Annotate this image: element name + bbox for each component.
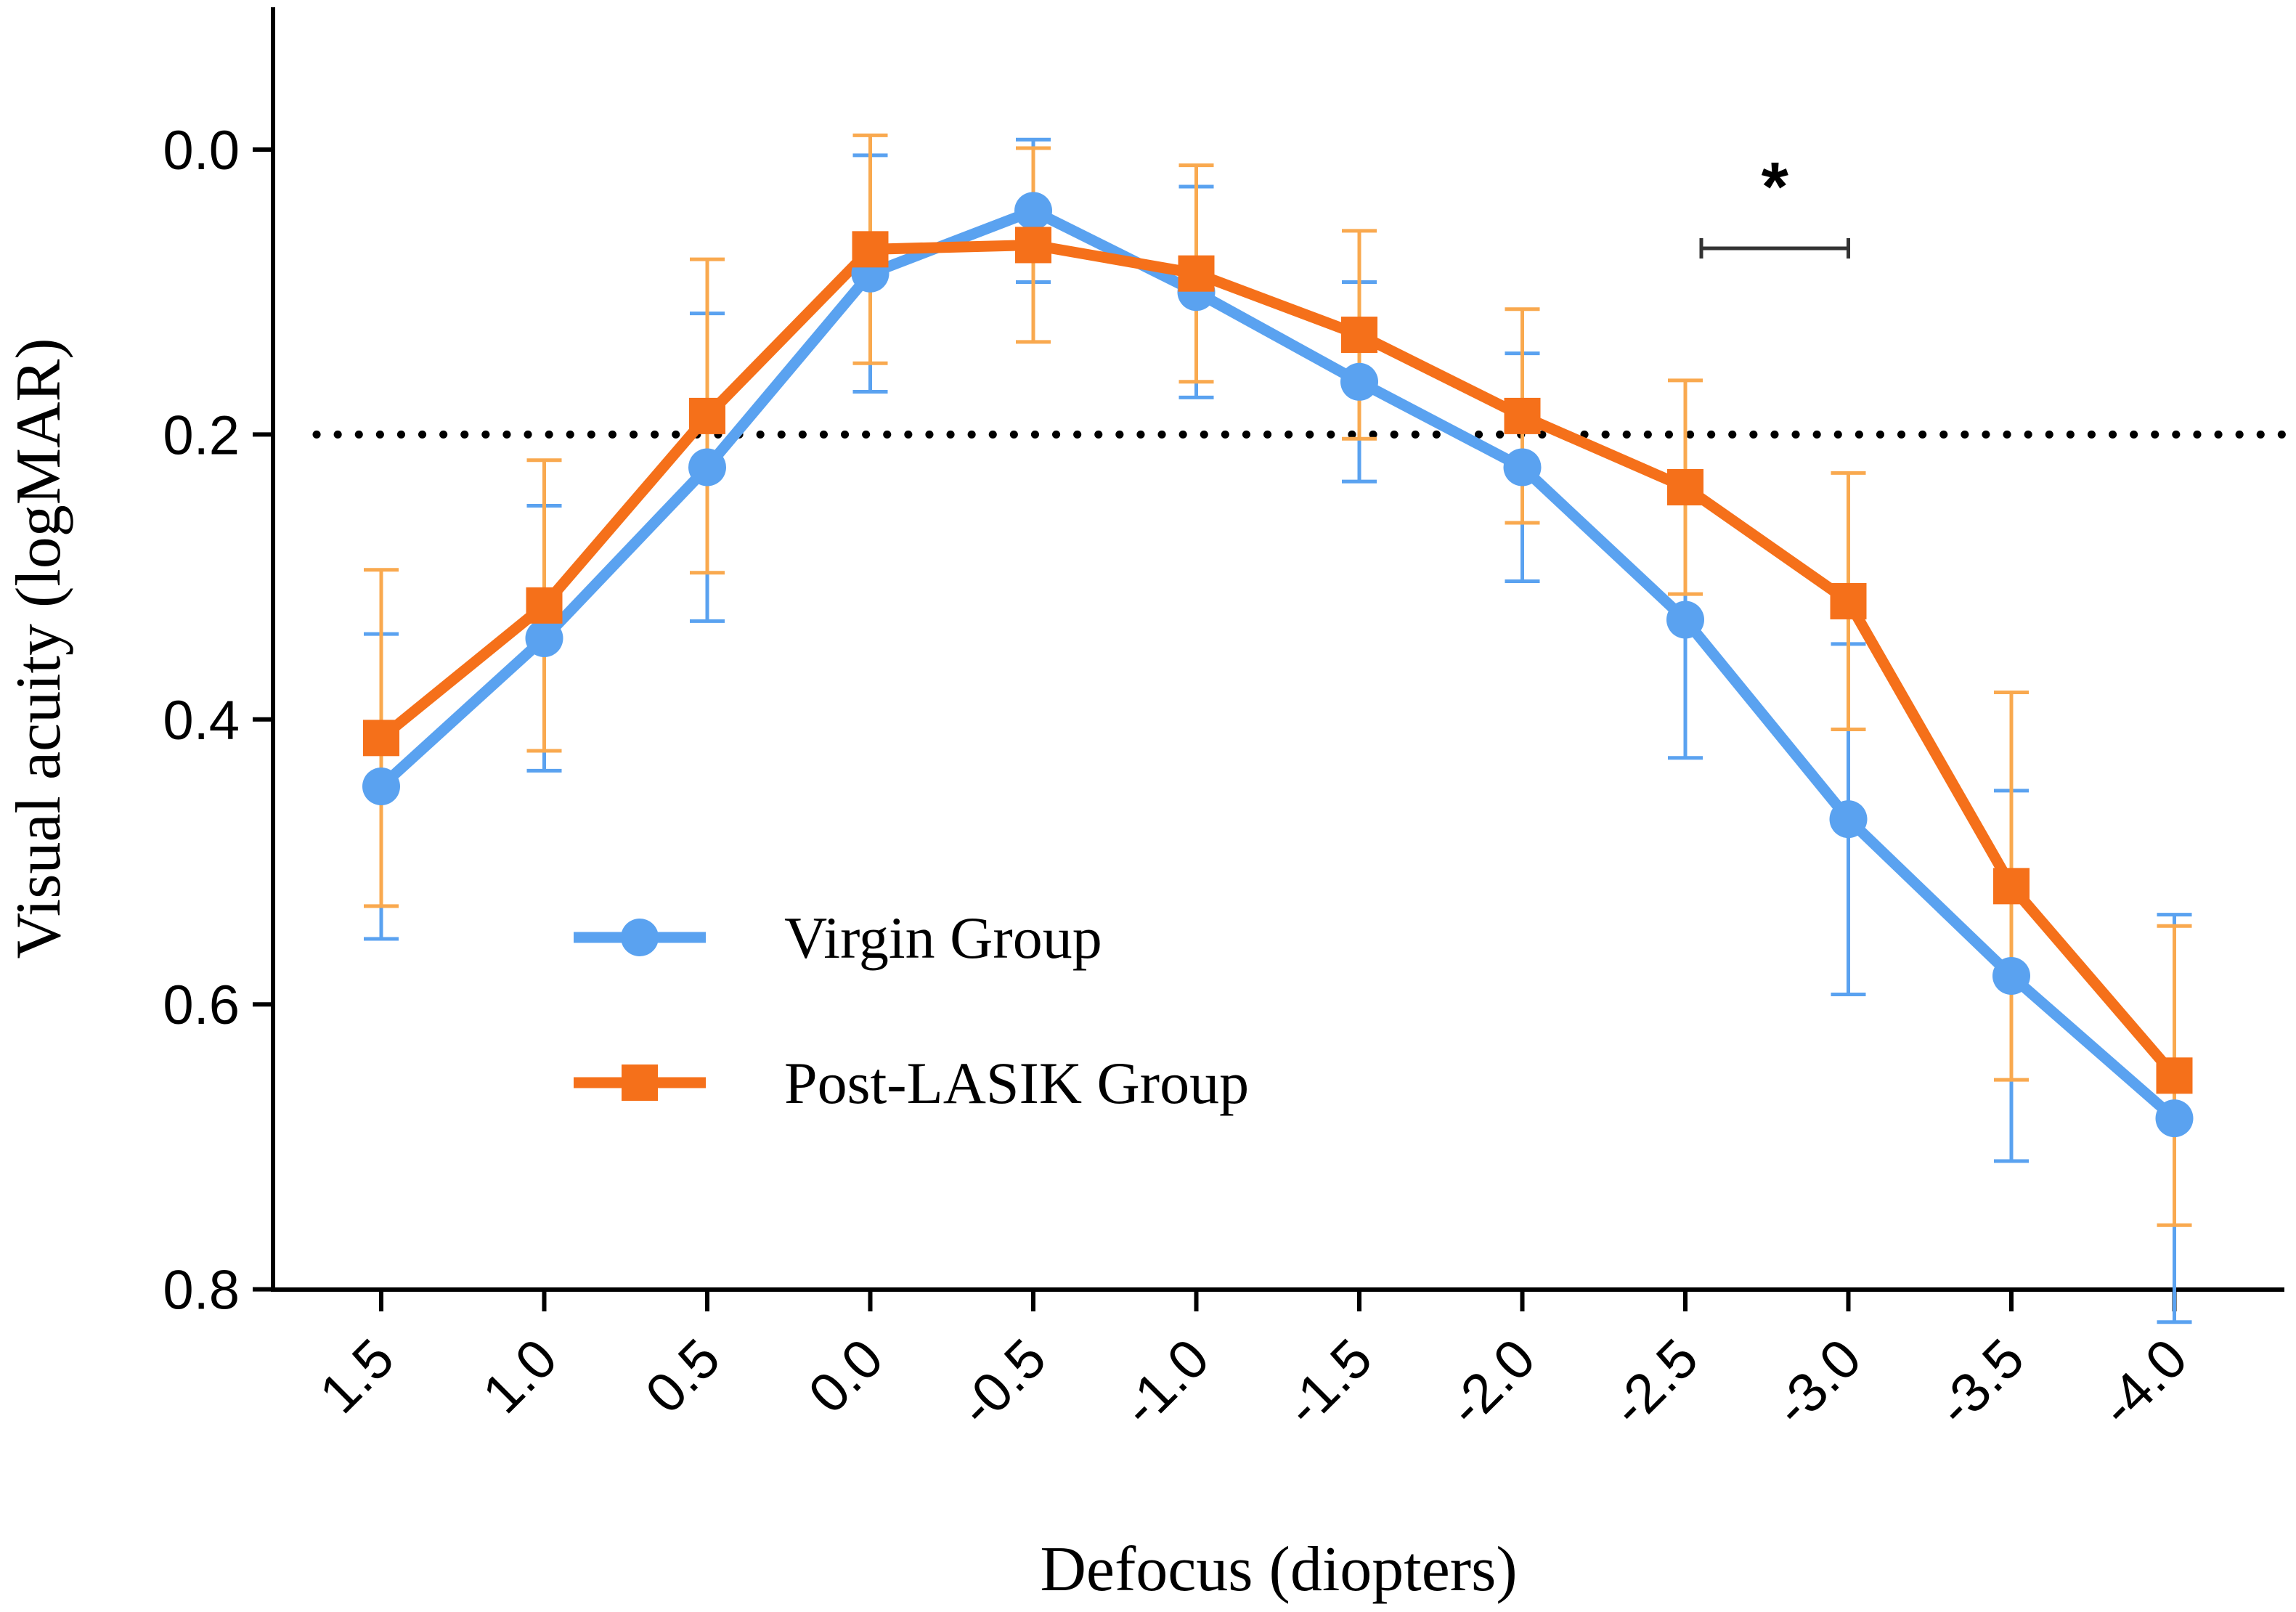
x-tick-label: -4.0 bbox=[2088, 1327, 2199, 1438]
legend-marker bbox=[621, 919, 659, 956]
data-point bbox=[1014, 192, 1052, 230]
data-point bbox=[1341, 317, 1377, 354]
data-point bbox=[1992, 956, 2030, 995]
data-point bbox=[688, 448, 726, 487]
data-point bbox=[1015, 227, 1051, 264]
x-tick-label: 1.5 bbox=[308, 1327, 406, 1425]
data-point bbox=[526, 587, 563, 624]
data-point bbox=[2155, 1099, 2194, 1138]
series-line bbox=[378, 239, 2179, 1080]
x-tick-label: -2.5 bbox=[1599, 1327, 1710, 1438]
y-tick-label: 0.0 bbox=[163, 120, 240, 182]
x-tick-label: 1.0 bbox=[471, 1327, 569, 1425]
x-axis-title: Defocus (diopters) bbox=[1040, 1534, 1517, 1605]
data-point bbox=[689, 397, 725, 434]
significance-label: * bbox=[1762, 148, 1789, 226]
y-tick-label: 0.8 bbox=[163, 1260, 240, 1322]
x-tick-label: -3.0 bbox=[1762, 1327, 1873, 1438]
data-point bbox=[363, 720, 399, 757]
x-tick-label: 0.5 bbox=[634, 1327, 732, 1425]
y-tick-label: 0.6 bbox=[163, 974, 240, 1036]
data-point bbox=[1503, 448, 1542, 487]
x-tick-label: -0.5 bbox=[947, 1327, 1058, 1438]
x-tick-label: -1.0 bbox=[1110, 1327, 1221, 1438]
legend-label: Virgin Group bbox=[784, 905, 1102, 971]
data-point bbox=[1829, 800, 1868, 839]
x-tick-label: -1.5 bbox=[1273, 1327, 1384, 1438]
data-point bbox=[1340, 362, 1378, 401]
x-tick-label: -3.5 bbox=[1925, 1327, 2036, 1438]
y-axis-title: Visual acuity (logMAR) bbox=[4, 338, 74, 958]
series-line bbox=[377, 205, 2178, 1123]
y-tick-label: 0.4 bbox=[163, 690, 240, 752]
legend-marker bbox=[622, 1065, 658, 1101]
data-point bbox=[1504, 397, 1541, 434]
data-point bbox=[1830, 582, 1867, 619]
data-point bbox=[2156, 1057, 2193, 1094]
data-point bbox=[1667, 468, 1703, 505]
data-point bbox=[525, 619, 563, 657]
x-tick-label: -2.0 bbox=[1436, 1327, 1547, 1438]
x-tick-label: 0.0 bbox=[797, 1327, 895, 1425]
y-tick-label: 0.2 bbox=[163, 404, 240, 466]
data-point bbox=[1993, 868, 2030, 905]
data-point bbox=[852, 231, 889, 268]
legend-label: Post-LASIK Group bbox=[784, 1050, 1249, 1116]
data-point bbox=[1666, 601, 1704, 639]
data-point bbox=[362, 768, 400, 806]
data-point bbox=[1178, 255, 1215, 292]
